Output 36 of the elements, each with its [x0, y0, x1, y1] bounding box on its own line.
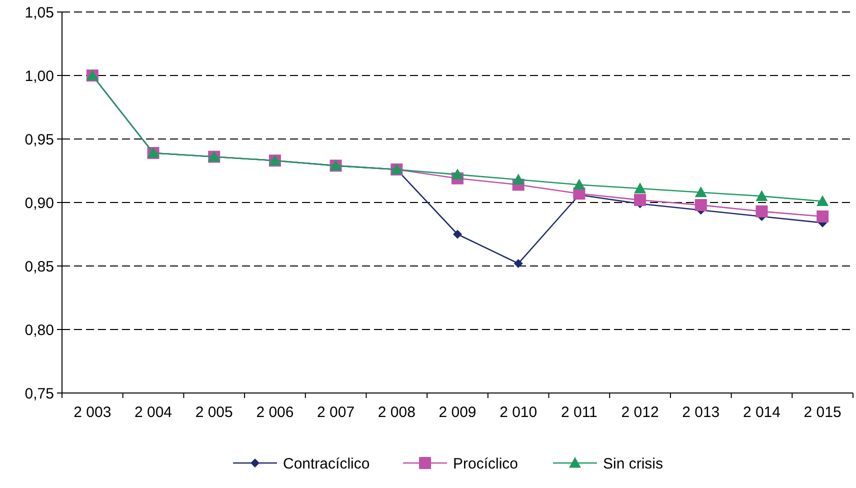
x-tick-label: 2 009: [438, 404, 476, 421]
y-tick-label: 0,75: [24, 385, 54, 402]
x-tick-label: 2 005: [195, 404, 233, 421]
point: [573, 178, 586, 190]
x-tick-label: 2 012: [621, 404, 659, 421]
point: [694, 186, 707, 198]
x-tick-label: 2 011: [560, 404, 598, 421]
y-tick-label: 1,00: [24, 68, 54, 85]
point: [756, 190, 768, 201]
point: [694, 199, 707, 212]
legend-label: Contracíclico: [283, 455, 370, 472]
x-tick-label: 2 014: [742, 404, 781, 421]
x-tick-label: 2 006: [256, 404, 294, 421]
x-tick-label: 2 008: [378, 404, 416, 421]
point: [816, 195, 829, 206]
point: [512, 174, 524, 184]
x-tick-label: 2 007: [317, 404, 355, 421]
point: [453, 230, 462, 239]
point: [634, 194, 646, 206]
point: [816, 210, 829, 222]
x-tick-label: 2 010: [500, 404, 538, 421]
y-tick-label: 0,90: [24, 194, 54, 212]
legend-label: Procíclico: [453, 455, 518, 472]
y-tick-label: 1,05: [24, 4, 54, 22]
point: [452, 168, 464, 180]
y-tick-label: 0,85: [24, 258, 54, 276]
y-tick-label: 0,95: [24, 131, 54, 148]
x-tick-label: 2 015: [804, 404, 842, 421]
x-tick-label: 2 004: [134, 404, 172, 421]
y-tick-label: 0,80: [24, 322, 54, 339]
legend-label: Sin crisis: [603, 455, 664, 472]
point: [634, 182, 646, 194]
point: [514, 258, 523, 268]
x-tick-label: 2 013: [682, 404, 720, 421]
point: [756, 205, 768, 218]
x-tick-label: 2 003: [74, 404, 112, 421]
